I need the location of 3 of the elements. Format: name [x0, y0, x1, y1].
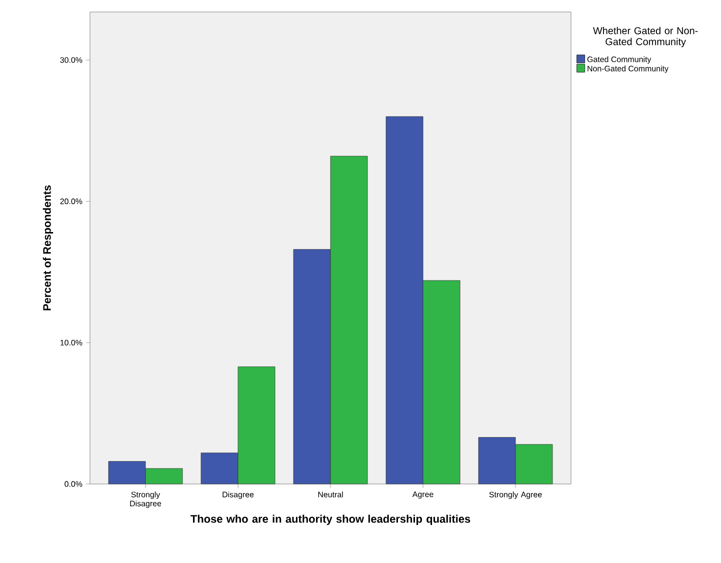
y-axis-title: Percent of Respondents	[42, 185, 54, 310]
x-axis-title: Those who are in authority show leadership qualities	[190, 514, 470, 525]
legend-title: Whether Gated or Non-Gated Community	[593, 26, 698, 48]
